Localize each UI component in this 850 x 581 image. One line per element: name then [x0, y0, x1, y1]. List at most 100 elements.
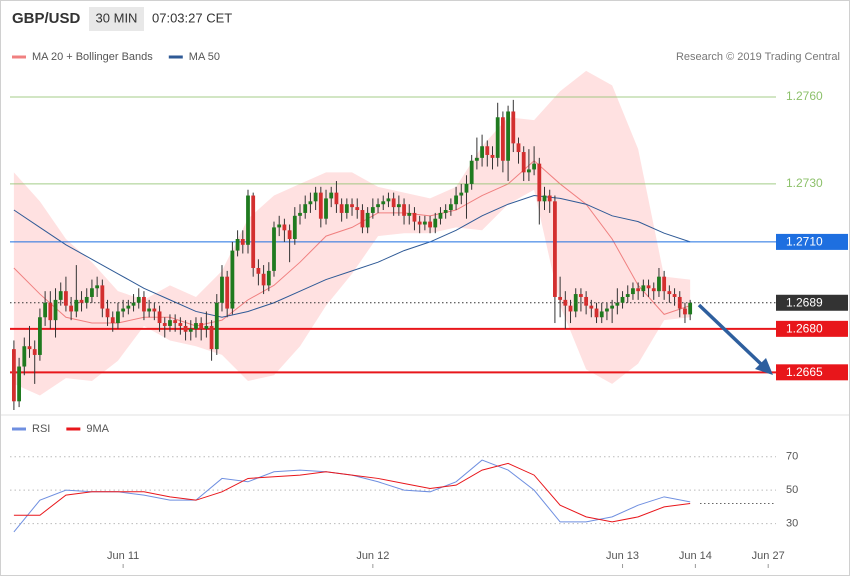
candle-body [610, 305, 615, 309]
candle-body [22, 346, 27, 367]
candle-body [194, 323, 198, 329]
candle-body [313, 192, 318, 202]
candle-body [542, 195, 547, 202]
moving-average [13, 160, 691, 327]
interval: 30 MIN [96, 10, 138, 25]
candle-body [334, 192, 339, 205]
candle-body [339, 204, 344, 213]
candle-body [100, 285, 105, 309]
candle-body [433, 218, 438, 228]
candle-body [240, 239, 245, 245]
candle-body [480, 146, 484, 158]
candle-body [292, 215, 297, 239]
candle-body [157, 311, 162, 324]
candle-body [110, 317, 115, 324]
candle-body [84, 296, 89, 303]
candle-body [282, 224, 287, 231]
candle-body [344, 204, 349, 213]
legend-label: MA 50 [189, 51, 220, 63]
level-badge [776, 320, 848, 337]
level-badge [776, 294, 848, 311]
candle-body [662, 276, 667, 292]
candle-body [12, 349, 16, 402]
candle-body [209, 325, 214, 350]
candle-body [568, 305, 573, 312]
candle-body [651, 288, 656, 292]
candle-body [417, 221, 422, 225]
level-label: 1.2730 [786, 176, 823, 190]
candle-body [235, 239, 240, 251]
candle-body [355, 207, 360, 211]
y-tick-label: 30 [786, 517, 798, 529]
candle-body [495, 117, 500, 158]
candle-body [220, 276, 224, 303]
candle-body [672, 294, 677, 297]
candle-body [27, 346, 32, 350]
candle-body [547, 195, 552, 202]
candle-body [511, 111, 516, 144]
candle-body [402, 204, 406, 216]
candle-body [599, 311, 604, 318]
moving-average [13, 195, 691, 318]
candle-body [516, 143, 521, 153]
series-line [13, 462, 691, 523]
candle-body [53, 299, 58, 321]
candle-body [64, 291, 68, 306]
candle-body [183, 325, 188, 332]
symbol: GBP/USD [12, 10, 81, 27]
candle-body [386, 198, 391, 202]
candle-body [407, 212, 412, 216]
candle-body [168, 320, 172, 326]
x-tick-label: Jun 12 [356, 550, 389, 562]
candle-body [500, 117, 505, 161]
candle-body [69, 305, 74, 312]
candle-body [474, 157, 479, 161]
x-tick-label: Jun 14 [679, 550, 712, 562]
candle-body [136, 296, 141, 303]
candle-body [688, 302, 693, 315]
candle-body [464, 183, 469, 193]
candle-body [360, 210, 365, 228]
candle-body [272, 227, 276, 271]
candle-body [318, 192, 323, 219]
level-label: 1.2760 [786, 89, 823, 103]
candle-body [38, 317, 42, 355]
candle-body [391, 198, 396, 208]
level-label: 1.2689 [786, 295, 823, 309]
candle-body [152, 308, 157, 312]
candle-body [178, 323, 183, 326]
candle-body [625, 294, 630, 297]
candle-body [381, 201, 386, 205]
level-label: 1.2665 [786, 365, 823, 379]
candle-body [412, 212, 417, 222]
candle-body [667, 291, 672, 295]
candle-body [116, 311, 120, 324]
candle-body [620, 296, 625, 303]
candle-body [225, 276, 230, 309]
candle-body [43, 302, 48, 318]
candle-body [573, 294, 578, 312]
candle-body [490, 154, 495, 158]
legend-label: MA 20 + Bollinger Bands [32, 51, 153, 63]
candle-body [90, 288, 94, 297]
candle-body [308, 201, 313, 205]
y-tick-label: 70 [786, 451, 798, 463]
candle-body [454, 195, 458, 205]
candle-body [17, 366, 22, 402]
level-label: 1.2710 [786, 235, 823, 249]
candle-body [589, 305, 594, 309]
candle-body [428, 221, 432, 228]
candle-body [266, 270, 271, 286]
candle-body [396, 204, 401, 208]
y-tick-label: 50 [786, 484, 798, 496]
candle-body [121, 308, 126, 312]
candle-body [95, 285, 100, 289]
candle-body [162, 323, 167, 326]
candle-body [370, 207, 375, 213]
candle-body [605, 308, 609, 312]
candle-body [48, 302, 53, 321]
candle-body [188, 328, 193, 332]
legend-label: 9MA [86, 423, 109, 435]
candle-body [329, 192, 334, 199]
